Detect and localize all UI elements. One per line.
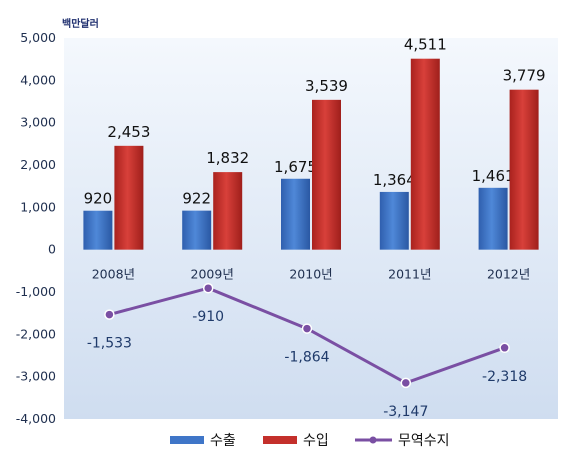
legend-marker-balance bbox=[369, 436, 377, 444]
category-label: 2012년 bbox=[487, 267, 530, 282]
y-tick-label: 2,000 bbox=[20, 157, 56, 172]
plot-area bbox=[64, 38, 558, 419]
category-label: 2009년 bbox=[191, 267, 234, 282]
y-tick-label: 4,000 bbox=[20, 72, 56, 87]
category-label: 2011년 bbox=[388, 267, 431, 282]
data-label-balance: -1,864 bbox=[284, 350, 329, 366]
y-tick-label: -1,000 bbox=[16, 284, 56, 299]
trade-balance-line: -1,533 -910 -1,864 -3,147 -2,318 bbox=[87, 282, 527, 420]
bar-export-2010 bbox=[281, 178, 310, 250]
data-label-balance: -1,533 bbox=[87, 336, 132, 352]
unit-label: 백만달러 bbox=[62, 17, 99, 30]
legend-label-import: 수입 bbox=[303, 433, 329, 449]
y-tick-label: 5,000 bbox=[20, 30, 56, 45]
y-tick-label: 0 bbox=[48, 242, 56, 257]
legend-swatch-export bbox=[170, 436, 204, 444]
data-label-balance: -2,318 bbox=[482, 369, 527, 385]
trade-balance-point bbox=[202, 282, 214, 294]
legend-label-export: 수출 bbox=[210, 433, 236, 449]
bar-import-2010 bbox=[312, 99, 341, 250]
y-axis: 5,000 4,000 3,000 2,000 1,000 0 -1,000 -2,000 -3… bbox=[16, 30, 56, 426]
bar-import-2012 bbox=[509, 89, 539, 250]
legend-label-balance: 무역수지 bbox=[398, 433, 450, 449]
data-label-export: 1,364 bbox=[373, 171, 416, 189]
bar-import-2011 bbox=[410, 58, 440, 250]
trade-balance-point bbox=[400, 377, 412, 389]
bars: 920 922 1,675 1,364 1,461 2,453 1,832 3,539 4,51… bbox=[83, 36, 546, 250]
data-label-import: 1,832 bbox=[206, 149, 249, 167]
trade-balance-point bbox=[301, 323, 313, 334]
bar-export-2012 bbox=[478, 187, 508, 250]
data-label-export: 922 bbox=[182, 190, 211, 208]
data-label-import: 3,779 bbox=[503, 67, 546, 85]
trade-balance-point bbox=[104, 309, 115, 320]
data-label-import: 4,511 bbox=[404, 36, 447, 54]
category-label: 2008년 bbox=[92, 267, 135, 282]
y-tick-label: -3,000 bbox=[16, 369, 56, 384]
data-label-export: 1,461 bbox=[472, 167, 515, 185]
data-label-balance: -3,147 bbox=[383, 404, 428, 420]
category-label: 2010년 bbox=[289, 267, 332, 282]
y-tick-label: -2,000 bbox=[16, 326, 56, 341]
bar-export-2008 bbox=[83, 210, 113, 250]
category-labels: 2008년 2009년 2010년 2011년 2012년 bbox=[92, 267, 531, 282]
data-label-balance: -910 bbox=[192, 309, 224, 325]
data-label-import: 2,453 bbox=[107, 123, 150, 141]
legend: 수출 수입 무역수지 bbox=[170, 433, 450, 449]
y-tick-label: -4,000 bbox=[16, 411, 56, 426]
bar-export-2011 bbox=[379, 191, 409, 250]
bar-import-2009 bbox=[213, 172, 243, 250]
trade-balance-point bbox=[499, 342, 510, 354]
bar-export-2009 bbox=[182, 210, 212, 250]
y-tick-label: 3,000 bbox=[20, 115, 56, 130]
legend-swatch-import bbox=[263, 436, 297, 444]
data-label-export: 920 bbox=[84, 190, 113, 208]
bar-import-2008 bbox=[114, 145, 144, 250]
data-label-export: 1,675 bbox=[274, 158, 317, 176]
y-tick-label: 1,000 bbox=[20, 199, 56, 214]
data-label-import: 3,539 bbox=[305, 77, 348, 95]
